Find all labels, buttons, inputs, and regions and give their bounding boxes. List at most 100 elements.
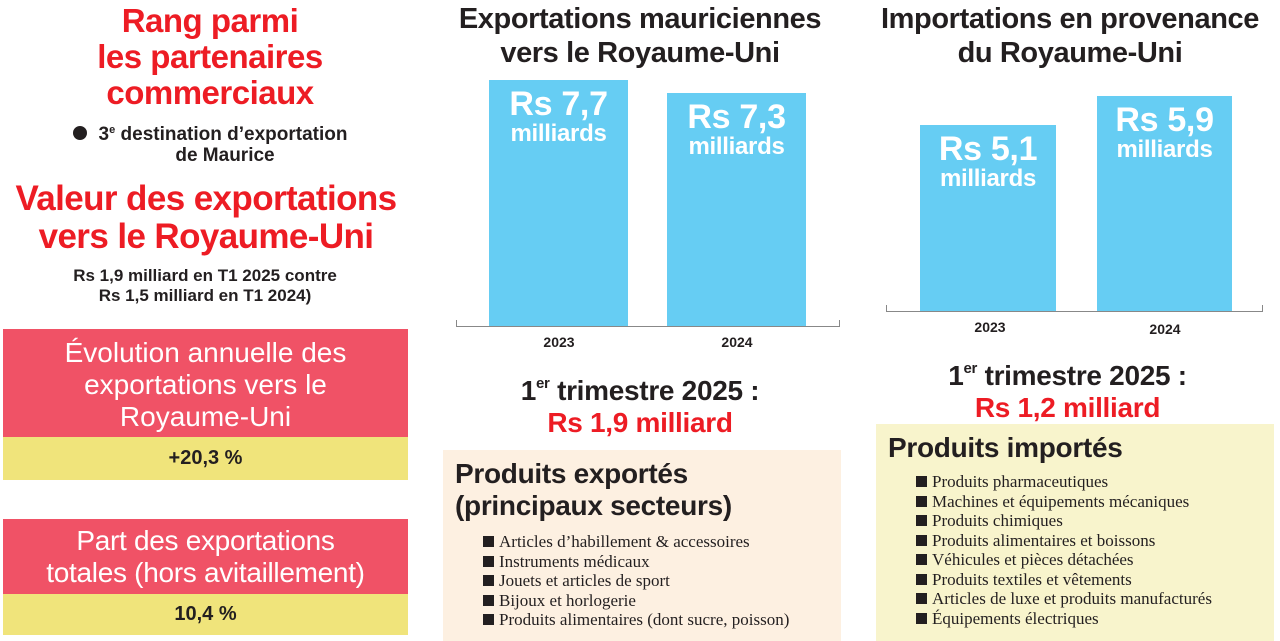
list-item: Articles de luxe et produits manufacturé… [916,589,1274,609]
square-bullet-icon [916,593,927,604]
product-name: Produits textiles et vêtements [932,569,1132,589]
product-name: Articles de luxe et produits manufacturé… [932,589,1212,608]
imported-products-title: Produits importés [888,432,1123,463]
bar-unit: milliards [510,120,607,147]
product-name: Machines et équipements mécaniques [932,491,1190,511]
exported-products-panel: Produits exportés (principaux secteurs) … [443,450,841,641]
quarter-suffix: er [535,375,550,392]
rank-bullet-line1: 3e destination d’exportation [40,120,380,145]
exported-products-list: Articles d’habillement & accessoires Ins… [443,522,841,630]
product-name: Produits chimiques [932,511,1063,530]
stat-heading-line: exportations vers le [84,369,327,400]
imports-quarter: 1er trimestre 2025 : Rs 1,2 milliard [860,353,1275,424]
square-bullet-icon [483,594,494,606]
export-share-heading: Part des exportations totales (hors avit… [3,519,408,594]
exports-x-axis [456,320,840,327]
rank-bullet-text: destination d’exportation [120,124,348,145]
list-item: Produits alimentaires (dont sucre, poiss… [483,610,841,630]
quarter-suffix: er [963,360,978,377]
bar-unit: milliards [688,133,785,160]
quarter-label: trimestre 2025 : [984,360,1188,391]
square-bullet-icon [483,614,494,625]
square-bullet-icon [916,515,927,526]
rank-title-line: les partenaires [97,38,323,75]
bar-amount: Rs 7,7 [509,85,608,123]
stat-heading-line: Évolution annuelle des [64,337,347,368]
chart-title-line: Exportations mauriciennes [458,3,822,35]
list-item: Articles d’habillement & accessoires [483,532,841,552]
square-bullet-icon [483,555,494,567]
list-item: Produits textiles et vêtements [916,570,1274,590]
panel-title-line: Produits exportés [455,458,688,489]
annual-change-box: Évolution annuelle des exportations vers… [3,329,408,480]
square-bullet-icon [916,495,927,507]
bar-unit: milliards [939,165,1036,192]
product-name: Véhicules et pièces détachées [932,550,1134,569]
product-name: Articles d’habillement & accessoires [499,532,750,551]
rank-title: Rang parmi les partenaires commerciaux [40,3,380,111]
product-name: Jouets et articles de sport [499,571,670,590]
square-bullet-icon [916,476,927,487]
exports-year-label: 2023 [543,334,575,350]
stat-heading-line: Part des exportations [76,525,335,556]
square-bullet-icon [483,575,494,586]
bar-amount: Rs 7,3 [687,98,786,136]
exports-quarter-value: Rs 1,9 milliard [547,407,733,438]
chart-title-line: du Royaume-Uni [957,37,1183,69]
rank-bullet: 3e destination d’exportation de Maurice [40,120,380,166]
list-item: Jouets et articles de sport [483,571,841,591]
list-item: Véhicules et pièces détachées [916,550,1274,570]
rank-ordinal-suffix: e [109,124,116,136]
exports-bar-2024: Rs 7,3 milliards [667,93,806,327]
imports-year-label: 2023 [974,319,1006,335]
product-name: Bijoux et horlogerie [499,590,636,610]
quarter-label: trimestre 2025 : [557,375,760,406]
imports-bar-2023: Rs 5,1 milliards [920,125,1056,312]
exports-chart-title: Exportations mauriciennes vers le Royaum… [440,2,840,70]
imported-products-list: Produits pharmaceutiques Machines et équ… [876,464,1274,628]
square-bullet-icon [916,554,927,565]
product-name: Produits alimentaires et boissons [932,530,1156,550]
export-share-value: 10,4 % [3,594,408,635]
quarter-number: 1 [948,360,964,391]
exports-quarter-label-line: 1er trimestre 2025 : [440,368,840,407]
export-value-title: Valeur des exportations vers le Royaume-… [0,180,412,256]
square-bullet-icon [916,612,927,624]
exported-products-title: Produits exportés (principaux secteurs) [443,450,841,522]
square-bullet-icon [916,573,927,585]
bar-amount: Rs 5,9 [1115,101,1214,139]
export-value-sub-line: Rs 1,9 milliard en T1 2025 contre [73,266,337,285]
product-name: Équipements électriques [932,608,1099,628]
export-value-subtitle: Rs 1,9 milliard en T1 2025 contre Rs 1,5… [20,266,390,306]
stat-heading-line: Royaume-Uni [119,401,292,432]
list-item: Produits pharmaceutiques [916,472,1274,492]
panel-title-line: (principaux secteurs) [455,490,732,521]
imports-quarter-label-line: 1er trimestre 2025 : [860,353,1275,392]
exports-bar-2023: Rs 7,7 milliards [489,80,628,327]
square-bullet-icon [916,534,927,546]
list-item: Produits chimiques [916,511,1274,531]
product-name: Instruments médicaux [499,551,650,571]
list-item: Instruments médicaux [483,552,841,572]
stat-heading-line: totales (hors avitaillement) [46,557,365,588]
product-name: Produits pharmaceutiques [932,472,1109,491]
list-item: Bijoux et horlogerie [483,591,841,611]
bar-unit: milliards [1116,136,1213,163]
imports-quarter-value: Rs 1,2 milliard [974,392,1161,423]
export-share-box: Part des exportations totales (hors avit… [3,519,408,635]
exports-year-label: 2024 [721,334,753,350]
bar-amount: Rs 5,1 [938,130,1038,168]
export-value-title-line: Valeur des exportations [15,179,397,218]
square-bullet-icon [483,536,494,547]
list-item: Équipements électriques [916,609,1274,629]
rank-bullet-text: de Maurice [175,145,275,166]
rank-ordinal: 3 [98,124,110,145]
product-name: Produits alimentaires (dont sucre, poiss… [499,610,790,629]
quarter-number: 1 [520,375,537,406]
imports-year-label: 2024 [1149,321,1181,337]
imports-x-axis [886,305,1263,312]
imports-bar-2024: Rs 5,9 milliards [1097,96,1232,312]
list-item: Machines et équipements mécaniques [916,492,1274,512]
chart-title-line: vers le Royaume-Uni [500,37,780,69]
annual-change-value: +20,3 % [3,437,408,480]
